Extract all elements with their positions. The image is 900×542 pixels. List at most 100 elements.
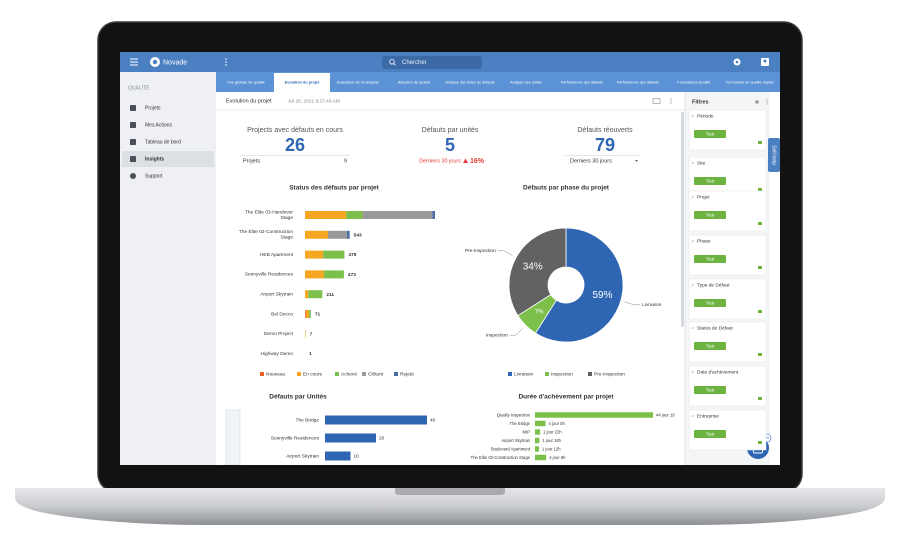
filter-button[interactable] — [694, 386, 726, 394]
more-icon[interactable] — [225, 58, 227, 66]
filter-check — [758, 441, 762, 444]
filter-button[interactable] — [694, 177, 726, 185]
filter-button[interactable] — [694, 430, 726, 438]
donut-slice — [508, 227, 567, 317]
value-label: 4 jour 6h — [549, 455, 566, 460]
tab[interactable]: Evaluation de l'entreprise — [337, 81, 380, 85]
sidebar-item[interactable]: Support — [145, 174, 163, 180]
page-more-icon[interactable] — [670, 98, 672, 104]
tab[interactable]: Analyse des listes de défauts — [445, 81, 494, 85]
filter-name: Phase — [697, 239, 711, 245]
kpi-sub-label[interactable]: Derniers 30 jours — [570, 158, 612, 164]
sidebar-active — [122, 151, 214, 167]
legend-label[interactable]: Pre-Inspection — [594, 372, 625, 378]
filter-button[interactable] — [694, 211, 726, 219]
sidebar-icon — [130, 156, 136, 162]
category-label: Sunnyville Residences — [271, 436, 320, 442]
value-label: 4 jour 0h — [549, 421, 566, 426]
bar-segment — [308, 290, 323, 299]
legend-label[interactable]: Nouveau — [266, 372, 286, 378]
bar-segment — [305, 290, 309, 299]
bar — [535, 412, 653, 418]
category-label: The Elite 02-Construction Stage — [239, 229, 293, 241]
filter-button-label: Tout — [706, 256, 715, 261]
bar-segment — [305, 310, 306, 318]
filter-caret: › — [692, 413, 694, 419]
filter-button[interactable] — [694, 130, 726, 138]
tab[interactable]: Adoption de qualité — [398, 81, 431, 85]
bar — [535, 446, 539, 452]
legend-label[interactable]: Inspection — [551, 372, 573, 378]
filter-caret: › — [692, 282, 694, 288]
tab[interactable]: Formulaires Qualité — [677, 81, 710, 85]
slice-name: Pre-Inspection — [465, 248, 496, 254]
legend-label[interactable]: Achevé — [341, 372, 357, 378]
menu-icon[interactable] — [130, 58, 138, 66]
filter-button[interactable] — [694, 342, 726, 350]
tab[interactable]: Evolution du projet — [285, 81, 320, 85]
bar-segment — [432, 211, 435, 219]
self-help-tab[interactable] — [768, 138, 780, 172]
sidebar-item[interactable]: Projets — [145, 106, 161, 112]
value-label: 44 jour 19 — [656, 412, 675, 417]
filter-caret: › — [692, 160, 694, 166]
filter-button-label: Tout — [706, 178, 715, 183]
screen-bg — [120, 52, 780, 465]
filter-caret: › — [692, 369, 694, 375]
leader-line — [509, 327, 524, 336]
value-label: 1 jour 22h — [543, 429, 562, 434]
tab-bar — [216, 72, 780, 92]
filter-button-label: Tout — [706, 131, 715, 136]
slice-name: Livraison — [642, 302, 662, 308]
screen: Novade Chercher QUALITÉ Evolution du pro… — [120, 52, 780, 465]
filter-button[interactable] — [694, 255, 726, 263]
slice-label: 7% — [535, 309, 544, 315]
value-label: 1 jour 16h — [542, 438, 561, 443]
filter-check — [758, 310, 762, 313]
filter-caret: › — [692, 113, 694, 119]
legend-label[interactable]: Rejeté — [400, 372, 414, 378]
legend-swatch — [260, 372, 264, 376]
filter-icons[interactable] — [755, 99, 768, 105]
category-label: Bel Decco — [271, 311, 293, 317]
tab[interactable]: Performance des défauts — [617, 81, 660, 85]
scrollbar[interactable] — [681, 112, 684, 327]
category-label: Airport Skytrain — [501, 438, 530, 443]
sidebar-item[interactable]: Mes Actions — [145, 123, 172, 129]
category-label: The Elite 03-Handover Stage — [245, 210, 293, 222]
category-label: HEB Apartment — [260, 252, 294, 258]
category-label: The Elite 02-Construction Stage — [471, 455, 531, 460]
filter-name: Date d'achèvement — [697, 370, 739, 376]
mini-scroller[interactable] — [225, 409, 241, 465]
legend-label[interactable]: Clôturé — [368, 372, 384, 378]
filter-button-label: Tout — [706, 387, 715, 392]
tab[interactable]: Analyse des unités — [510, 81, 542, 85]
chart-title: Défauts par phase du projet — [523, 185, 610, 192]
legend-label[interactable]: En cours — [303, 372, 323, 378]
kpi-title: Défauts réouverts — [577, 127, 633, 134]
legend-label[interactable]: Livraison — [514, 372, 534, 378]
slice-label: 59% — [592, 290, 612, 301]
filter-button[interactable] — [694, 299, 726, 307]
search-placeholder: Chercher — [402, 60, 427, 66]
kpi-value: 79 — [595, 135, 615, 155]
user-icon-head — [763, 59, 767, 63]
tab[interactable]: Vue globale de qualité — [227, 81, 264, 85]
tab[interactable]: Formulaire de qualité rejetés — [726, 81, 774, 85]
total-label: 473 — [348, 272, 356, 278]
brand: Novade — [163, 59, 187, 66]
bar — [325, 415, 427, 425]
sidebar-icon — [130, 122, 136, 128]
sidebar-item[interactable]: Insights — [145, 157, 164, 163]
dropdown-caret[interactable] — [635, 160, 638, 162]
value-label: 1 jour 12h — [542, 446, 561, 451]
kpi-title: Défauts par unités — [422, 127, 479, 134]
search-box[interactable] — [382, 56, 482, 69]
filter-name: Type de Défaut — [697, 283, 730, 289]
bar-segment — [328, 230, 347, 239]
view-icon[interactable] — [652, 98, 661, 104]
bar — [535, 437, 540, 444]
tab[interactable]: Performance des défauts — [561, 81, 604, 85]
kpi-change: 16% — [470, 158, 485, 165]
sidebar-item[interactable]: Tableau de bord — [145, 140, 181, 146]
